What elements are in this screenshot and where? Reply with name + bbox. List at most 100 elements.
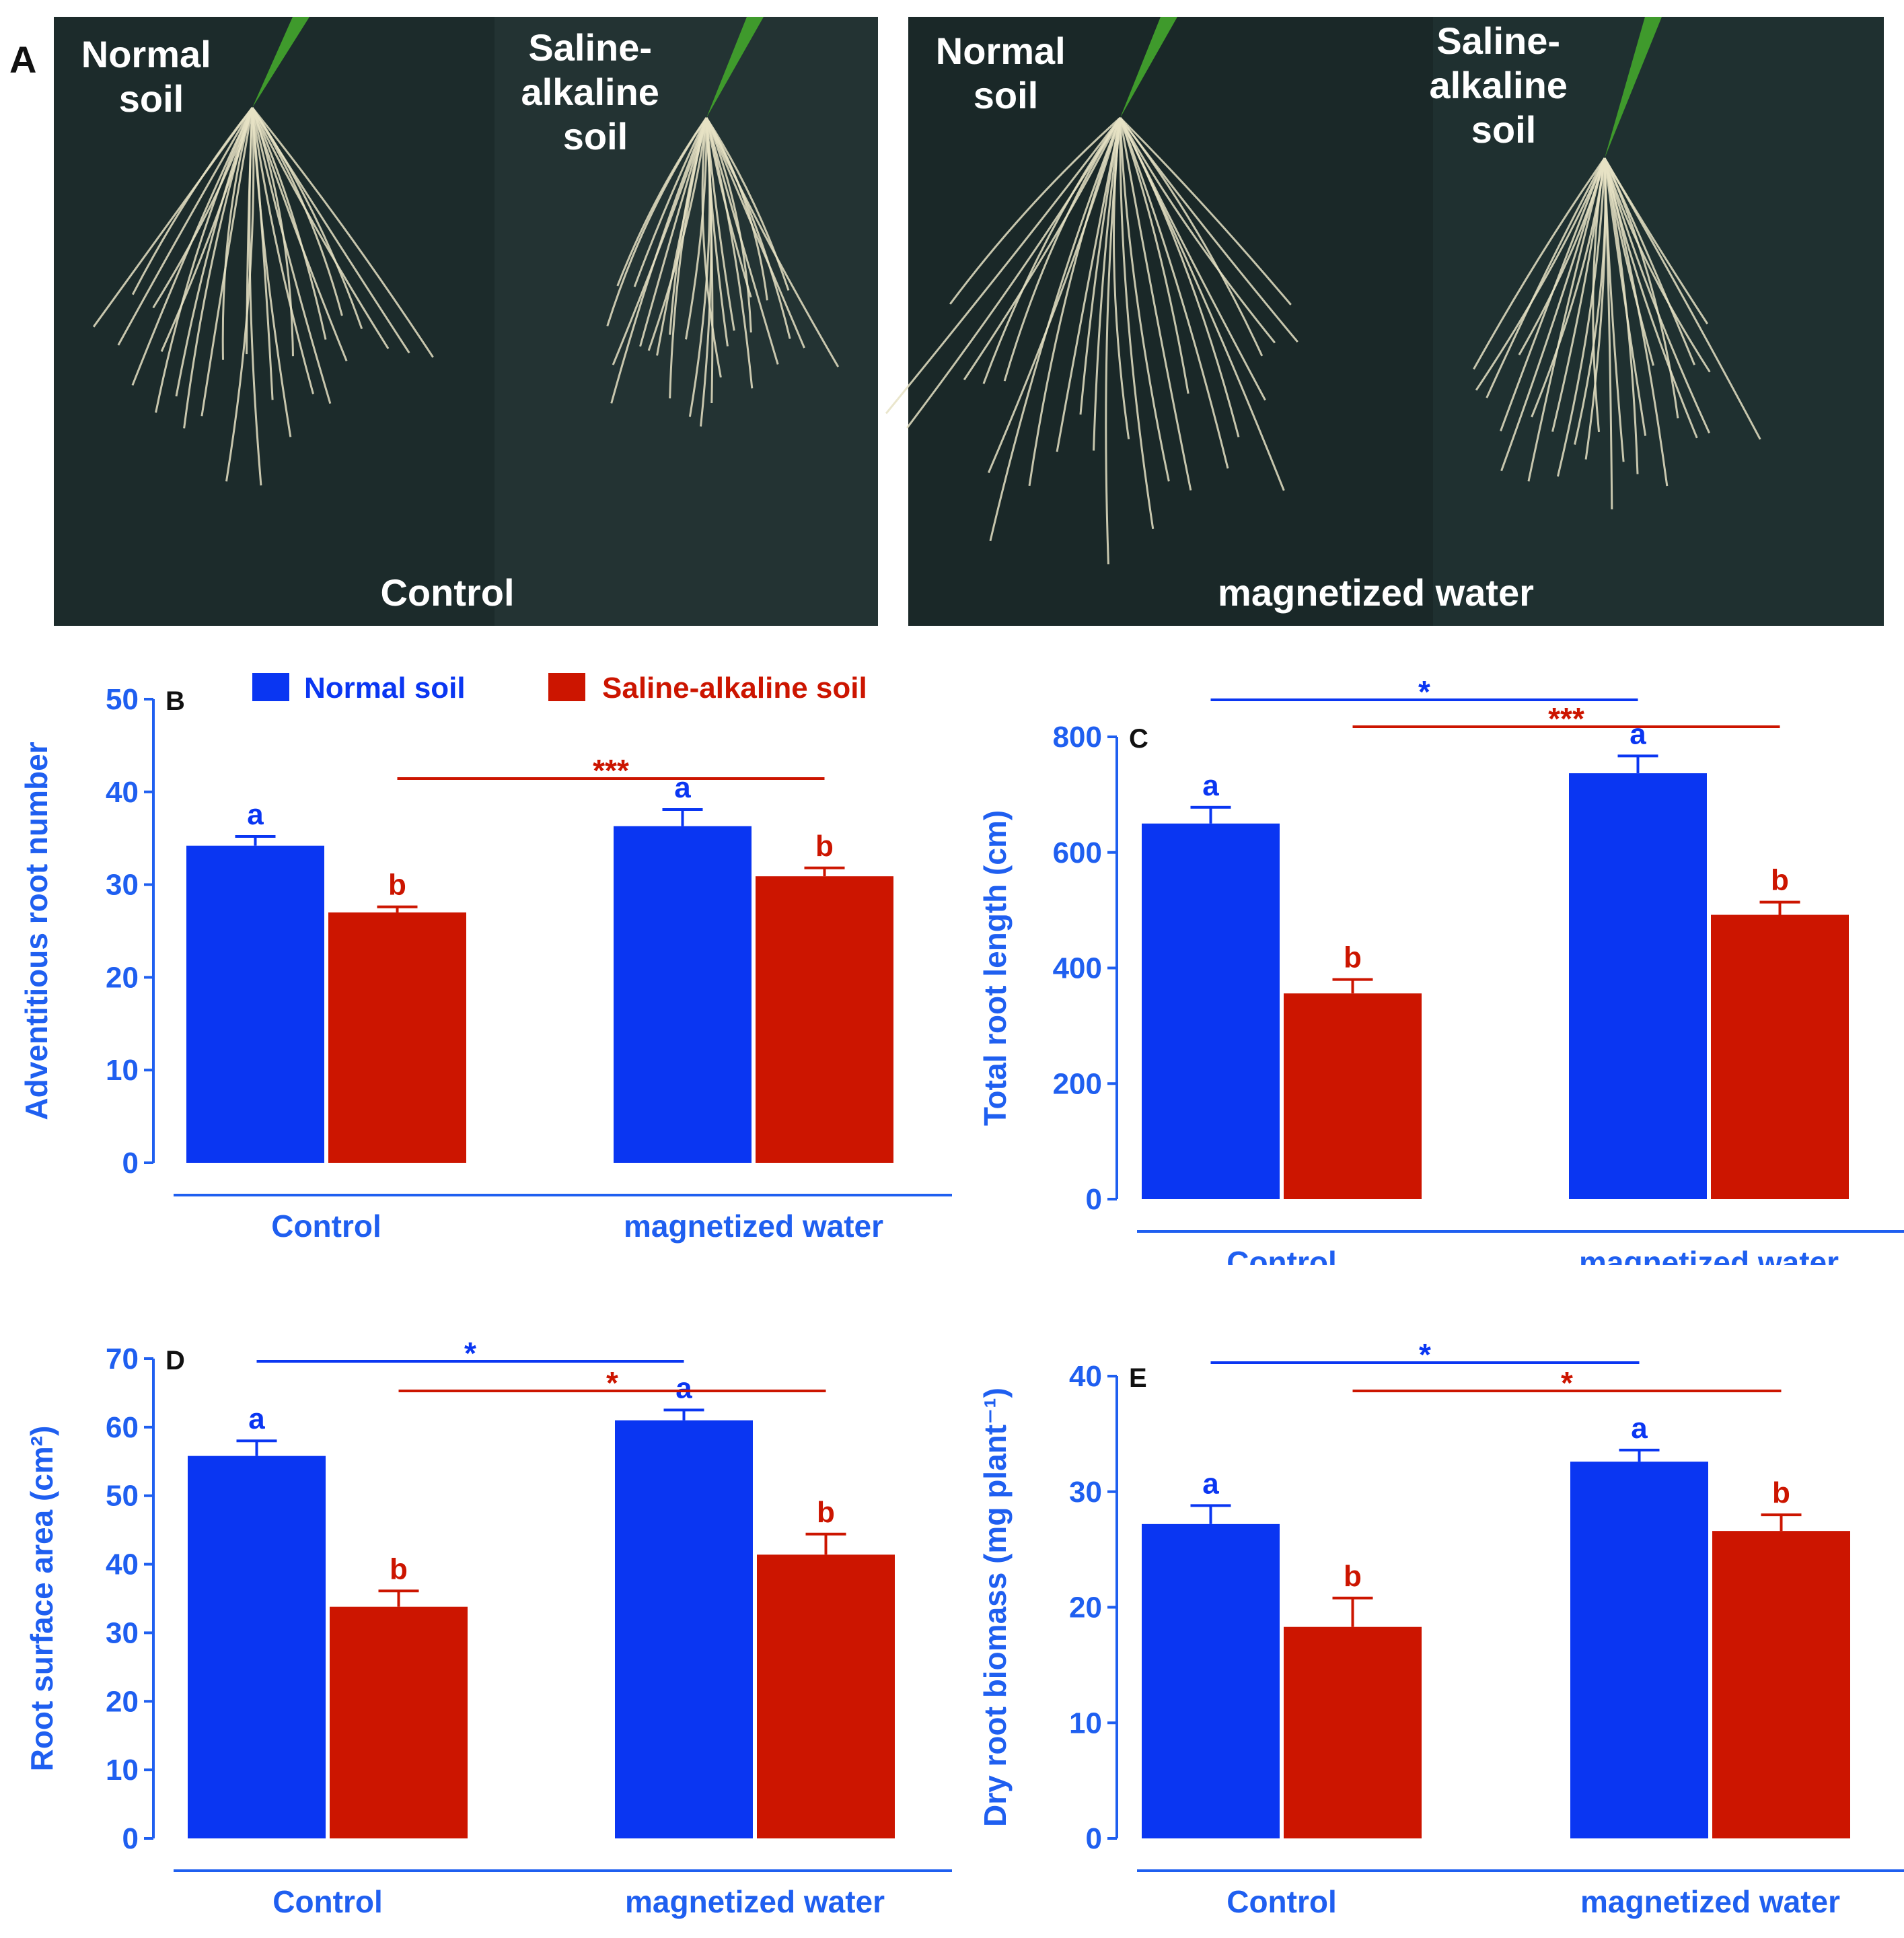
root-strand <box>705 117 735 331</box>
root-strand <box>963 117 1122 381</box>
legend-label-normal: Normal soil <box>304 672 466 705</box>
root-strand <box>251 107 292 437</box>
y-axis-title: Root surface area (cm²) <box>24 1426 59 1772</box>
photo-left-caption: Control <box>380 571 514 614</box>
bar-normal-soil <box>1570 1462 1708 1838</box>
panel-label-d: D <box>166 1346 185 1375</box>
category-label: magnetized water <box>625 1884 885 1919</box>
root-strand <box>1603 157 1625 462</box>
bar-saline-alkaline-soil <box>330 1606 468 1838</box>
root-strand <box>251 107 390 349</box>
root-strand <box>1527 157 1606 482</box>
bar-saline-alkaline-soil <box>1711 914 1849 1199</box>
root-strand <box>1500 157 1606 472</box>
root-strand <box>1603 157 1655 366</box>
root-strand <box>1119 117 1189 394</box>
root-strand <box>1500 157 1606 432</box>
y-tick-label: 20 <box>106 961 139 994</box>
root-strand <box>1119 117 1192 491</box>
significance-letter: b <box>1772 1476 1790 1509</box>
y-tick-label: 50 <box>106 683 139 716</box>
category-label: magnetized water <box>1579 1245 1839 1265</box>
control-photo-right-half <box>495 17 878 626</box>
significance-letter: b <box>817 1496 835 1529</box>
significance-letter: a <box>1202 769 1219 802</box>
photo-right-saline-label: Saline- alkaline soil <box>1429 20 1578 151</box>
legend-label-saline: Saline-alkaline soil <box>602 672 867 705</box>
y-axis-title: Dry root biomass (mg plant⁻¹) <box>978 1388 1013 1827</box>
y-tick-label: 50 <box>106 1480 139 1513</box>
photo-left-saline-label: Saline- alkaline soil <box>521 26 669 157</box>
root-strand <box>612 117 708 365</box>
significance-letter: b <box>388 869 406 902</box>
photo-left-normal-label: Normal soil <box>81 33 222 120</box>
bar-normal-soil <box>615 1420 753 1838</box>
chart-panel-c: C 0 200 400 600 800 Total root length (cm) Cont… <box>978 674 1904 1265</box>
significance-letter: b <box>1771 864 1789 897</box>
root-strand <box>982 117 1122 384</box>
root-strand <box>606 117 708 327</box>
photo-right-normal-label: Normal soil <box>936 30 1076 116</box>
significance-letter: a <box>675 1371 692 1404</box>
comparison-stars: *** <box>593 753 629 788</box>
seedling-shoot <box>252 17 309 108</box>
chart-panel-d: D 0 10 20 30 40 50 60 70 Root surface area (cm²) C… <box>24 1336 952 1919</box>
comparison-stars: * <box>1561 1365 1573 1400</box>
significance-letter: a <box>248 1402 265 1435</box>
bar-normal-soil <box>1142 823 1280 1199</box>
bar-normal-soil <box>1142 1523 1280 1838</box>
bar-saline-alkaline-soil <box>1284 993 1422 1199</box>
chart-panel-b: B 0 10 20 30 40 50 Adventitious root number Cont… <box>19 672 952 1244</box>
root-strand <box>1079 117 1122 415</box>
significance-letter: a <box>1202 1467 1219 1500</box>
category-label: magnetized water <box>1580 1884 1840 1919</box>
root-strand <box>949 116 1122 305</box>
root-strand <box>1119 117 1266 401</box>
y-tick-label: 0 <box>1086 1183 1102 1216</box>
root-strand <box>685 117 708 340</box>
y-tick-label: 30 <box>106 869 139 902</box>
root-strand <box>705 117 729 347</box>
bar-normal-soil <box>1569 773 1707 1199</box>
root-strand <box>705 117 791 339</box>
seedling-shoot <box>706 17 764 118</box>
y-axis-title: Total root length (cm) <box>978 810 1013 1126</box>
root-strand <box>131 107 254 295</box>
root-strand <box>705 117 752 333</box>
root-strand <box>175 107 254 397</box>
significance-letter: b <box>1344 1560 1362 1593</box>
root-strand <box>251 107 410 354</box>
y-tick-label: 20 <box>106 1685 139 1718</box>
y-tick-label: 0 <box>122 1822 139 1855</box>
root-strand <box>1603 157 1698 439</box>
root-strand <box>1119 117 1229 469</box>
bar-normal-soil <box>186 845 324 1163</box>
root-strand <box>1119 117 1276 344</box>
panel-label-b: B <box>166 686 185 716</box>
y-tick-label: 800 <box>1053 721 1102 754</box>
root-strand <box>251 107 314 394</box>
y-tick-label: 400 <box>1053 952 1102 985</box>
root-photo-panel: A Normal soil Saline- alkaline soil Cont… <box>9 17 1884 626</box>
root-strand <box>705 117 779 365</box>
root-strand <box>987 117 1122 474</box>
bar-saline-alkaline-soil <box>328 912 466 1163</box>
root-strand <box>1603 157 1647 436</box>
root-strand <box>221 107 254 360</box>
bar-saline-alkaline-soil <box>1712 1531 1850 1838</box>
root-strand <box>701 117 722 378</box>
root-strand <box>1028 117 1122 487</box>
comparison-stars: *** <box>1548 701 1584 736</box>
y-tick-label: 70 <box>106 1342 139 1375</box>
root-strand <box>251 107 327 340</box>
root-strand <box>251 107 348 362</box>
panel-label-c: C <box>1129 724 1148 754</box>
significance-letter: b <box>390 1552 408 1585</box>
root-strand <box>1093 117 1122 451</box>
root-strand <box>1119 117 1298 343</box>
root-strand <box>1112 117 1130 439</box>
root-strand <box>705 117 790 291</box>
significance-letter: a <box>247 798 264 831</box>
y-tick-label: 40 <box>106 1548 139 1581</box>
chart-panel-e: E 0 10 20 30 40 Dry root biomass (mg plant⁻¹) C… <box>978 1337 1904 1919</box>
